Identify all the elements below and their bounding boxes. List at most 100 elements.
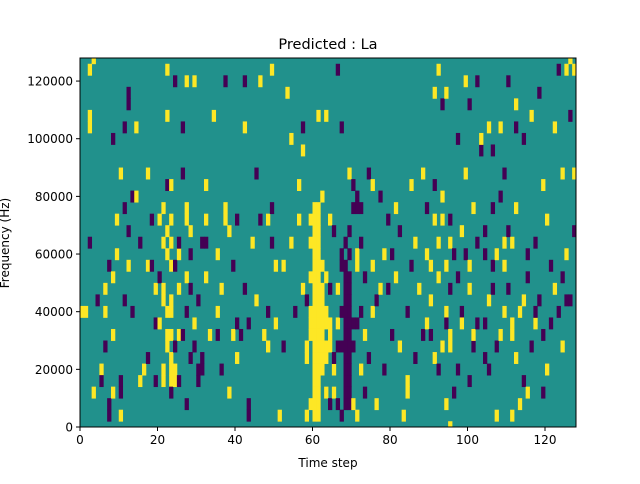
heatmap-cell <box>324 317 329 330</box>
heatmap-cell <box>328 328 333 341</box>
heatmap-cell <box>343 375 348 388</box>
heatmap-cell <box>405 375 410 388</box>
heatmap-cell <box>324 386 329 399</box>
heatmap-cell <box>510 409 515 422</box>
heatmap-cell <box>424 317 430 330</box>
heatmap-cell <box>207 328 213 341</box>
heatmap-cell <box>122 121 127 134</box>
heatmap-cell <box>161 363 166 376</box>
heatmap-cell <box>374 398 379 411</box>
heatmap-cell <box>169 259 174 272</box>
y-axis: 0 20000 40000 60000 80000 100000 120000 <box>27 75 80 435</box>
heatmap-cell <box>351 179 356 192</box>
heatmap-cell <box>297 213 302 226</box>
heatmap-cell <box>440 213 445 226</box>
heatmap-cell <box>312 375 317 388</box>
heatmap-cell <box>428 294 434 307</box>
heatmap-cell <box>502 236 507 249</box>
heatmap-cell <box>223 213 228 226</box>
heatmap-cell <box>490 259 496 272</box>
heatmap-cell <box>343 386 348 399</box>
heatmap-cell <box>378 190 383 203</box>
heatmap-cell <box>339 259 344 272</box>
heatmap-cell <box>521 375 527 388</box>
heatmap-cell <box>169 386 174 399</box>
heatmap-cell <box>227 225 232 238</box>
heatmap-cell <box>312 248 317 261</box>
heatmap-cell <box>165 305 170 318</box>
heatmap-cell <box>335 317 341 330</box>
heatmap-cell <box>370 179 375 192</box>
heatmap-cell <box>390 248 395 261</box>
heatmap-cell <box>347 398 352 411</box>
heatmap-cell <box>455 271 461 284</box>
heatmap-cell <box>490 144 496 157</box>
y-tick-label: 40000 <box>35 305 73 319</box>
heatmap-cell <box>335 63 341 76</box>
heatmap-cell <box>281 259 286 272</box>
heatmap-cell <box>91 386 96 399</box>
heatmap-cell <box>107 398 112 411</box>
heatmap-cell <box>188 225 193 238</box>
heatmap-cell <box>269 63 275 76</box>
heatmap-cell <box>347 167 352 180</box>
heatmap-cell <box>467 98 472 111</box>
heatmap-cell <box>235 317 240 330</box>
heatmap-cell <box>347 271 352 284</box>
heatmap-cell <box>312 225 317 238</box>
heatmap-cell <box>273 259 279 272</box>
heatmap-cell <box>176 328 182 341</box>
heatmap-cell <box>304 340 310 353</box>
heatmap-cell <box>502 259 507 272</box>
heatmap-cell <box>138 375 143 388</box>
heatmap-cell <box>111 328 116 341</box>
heatmap-cell <box>176 375 182 388</box>
heatmap-cell <box>293 305 298 318</box>
heatmap-cell <box>312 236 317 249</box>
heatmap-cell <box>362 271 368 284</box>
heatmap-cell <box>161 294 166 307</box>
heatmap-cell <box>320 363 325 376</box>
heatmap-cell <box>176 248 182 261</box>
heatmap-cell <box>448 213 453 226</box>
heatmap-cell <box>308 317 313 330</box>
heatmap-cell <box>386 213 391 226</box>
heatmap-cell <box>517 398 523 411</box>
heatmap-cell <box>316 282 321 295</box>
heatmap-cell <box>83 305 89 318</box>
heatmap-cell <box>328 340 333 353</box>
heatmap-cell <box>215 305 220 318</box>
heatmap-cell <box>475 236 480 249</box>
heatmap-cell <box>196 375 201 388</box>
heatmap-cell <box>409 259 414 272</box>
heatmap-cell <box>328 213 333 226</box>
heatmap-cell <box>184 398 189 411</box>
heatmap-cell <box>479 144 484 157</box>
heatmap-cell <box>320 317 325 330</box>
heatmap-cell <box>169 328 174 341</box>
heatmap-cell <box>444 259 449 272</box>
heatmap-cell <box>184 305 189 318</box>
heatmap-cell <box>514 202 519 215</box>
heatmap-cell <box>204 179 209 192</box>
y-tick-label: 100000 <box>27 132 73 146</box>
heatmap-cell <box>401 409 406 422</box>
heatmap-cell <box>436 363 441 376</box>
heatmap-cell <box>378 282 383 295</box>
heatmap-cell <box>320 259 325 272</box>
heatmap-cell <box>266 340 271 353</box>
heatmap-cell <box>297 179 302 192</box>
heatmap-cell <box>223 202 228 215</box>
heatmap-cell <box>316 340 321 353</box>
heatmap-cell <box>359 363 364 376</box>
heatmap-cell <box>331 363 337 376</box>
heatmap-cell <box>316 363 321 376</box>
heatmap-cell <box>246 398 251 411</box>
heatmap-cell <box>564 294 569 307</box>
heatmap-cell <box>343 352 348 364</box>
heatmap-cell <box>320 340 325 353</box>
heatmap-cell <box>246 409 251 422</box>
heatmap-cell <box>432 179 437 192</box>
heatmap-cell <box>165 248 170 261</box>
heatmap-cell <box>436 63 441 76</box>
